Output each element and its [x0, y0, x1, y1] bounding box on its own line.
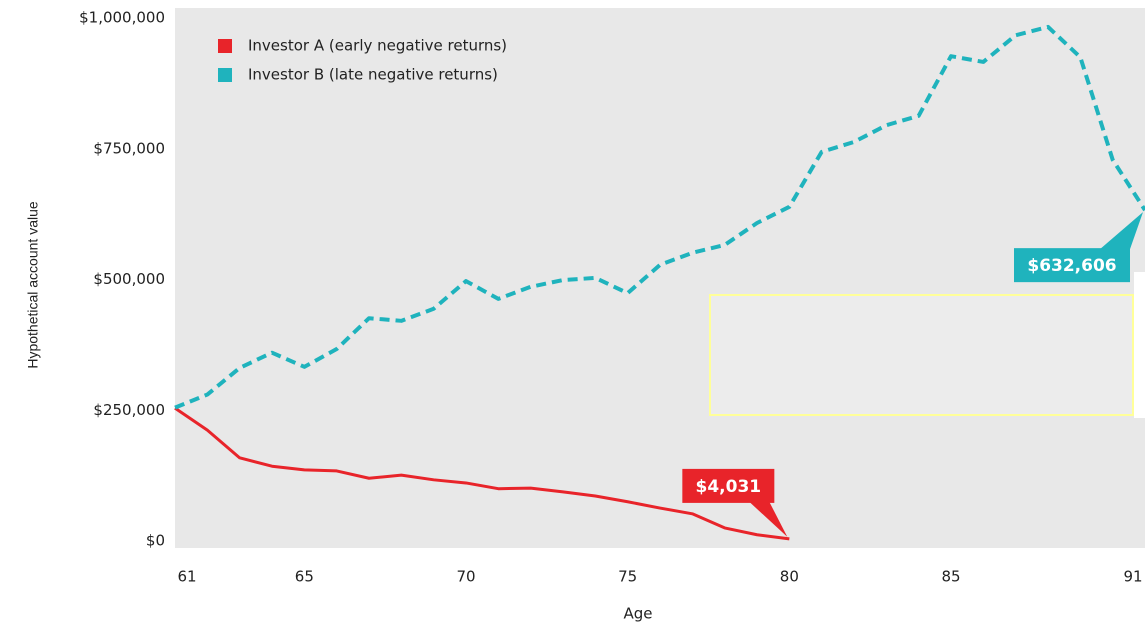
y-tick-label: $1,000,000 — [79, 9, 165, 27]
legend-label: Investor A (early negative returns) — [248, 37, 507, 55]
x-tick-label: 70 — [456, 568, 475, 586]
series-line — [174, 406, 790, 541]
callout-pointer — [749, 501, 788, 537]
callout-pointer — [1100, 212, 1143, 250]
y-axis-label: Hypothetical account value — [25, 201, 41, 369]
data-label: $4,031 — [696, 477, 762, 497]
y-tick-label: $250,000 — [93, 401, 165, 419]
callout-box — [682, 468, 775, 503]
plot-area — [175, 8, 1145, 548]
overlay-box — [709, 294, 1134, 416]
callout-box — [1014, 248, 1130, 283]
y-tick-label: $500,000 — [93, 270, 165, 288]
x-tick-label: 65 — [295, 568, 314, 586]
overlay-gap — [1134, 272, 1145, 418]
x-axis-label: Age — [623, 605, 652, 623]
legend-label: Investor B (late negative returns) — [248, 66, 498, 84]
y-tick-label: $750,000 — [93, 139, 165, 157]
legend-swatch — [218, 39, 232, 53]
x-tick-label: 75 — [618, 568, 637, 586]
series-line — [174, 24, 1145, 410]
data-label: $632,606 — [1027, 256, 1116, 276]
x-tick-label: 80 — [780, 568, 799, 586]
x-tick-label: 91 — [1123, 568, 1142, 586]
legend-swatch — [218, 68, 232, 82]
x-tick-label: 61 — [177, 568, 196, 586]
y-tick-label: $0 — [146, 532, 165, 550]
x-tick-label: 85 — [941, 568, 960, 586]
